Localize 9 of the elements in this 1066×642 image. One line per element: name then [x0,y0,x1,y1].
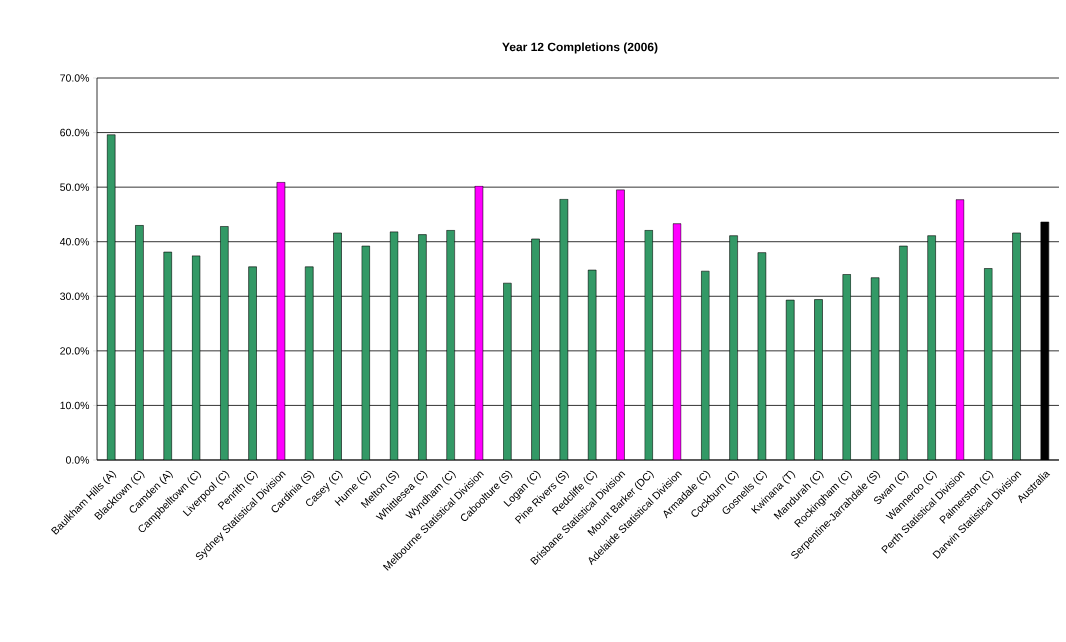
y-tick-label: 10.0% [60,401,90,410]
y-tick-label: 20.0% [60,347,90,355]
y-tick-label: 40.0% [59,238,90,246]
y-tick-label: 60.0% [60,128,90,137]
chart-title: Year 12 Completions (2006) [502,42,658,54]
y-tick-label: 0.0% [65,456,90,464]
y-tick-label: 30.0% [60,292,90,301]
y-tick-label: 50.0% [60,183,90,191]
y-tick-label: 70.0% [60,74,90,82]
